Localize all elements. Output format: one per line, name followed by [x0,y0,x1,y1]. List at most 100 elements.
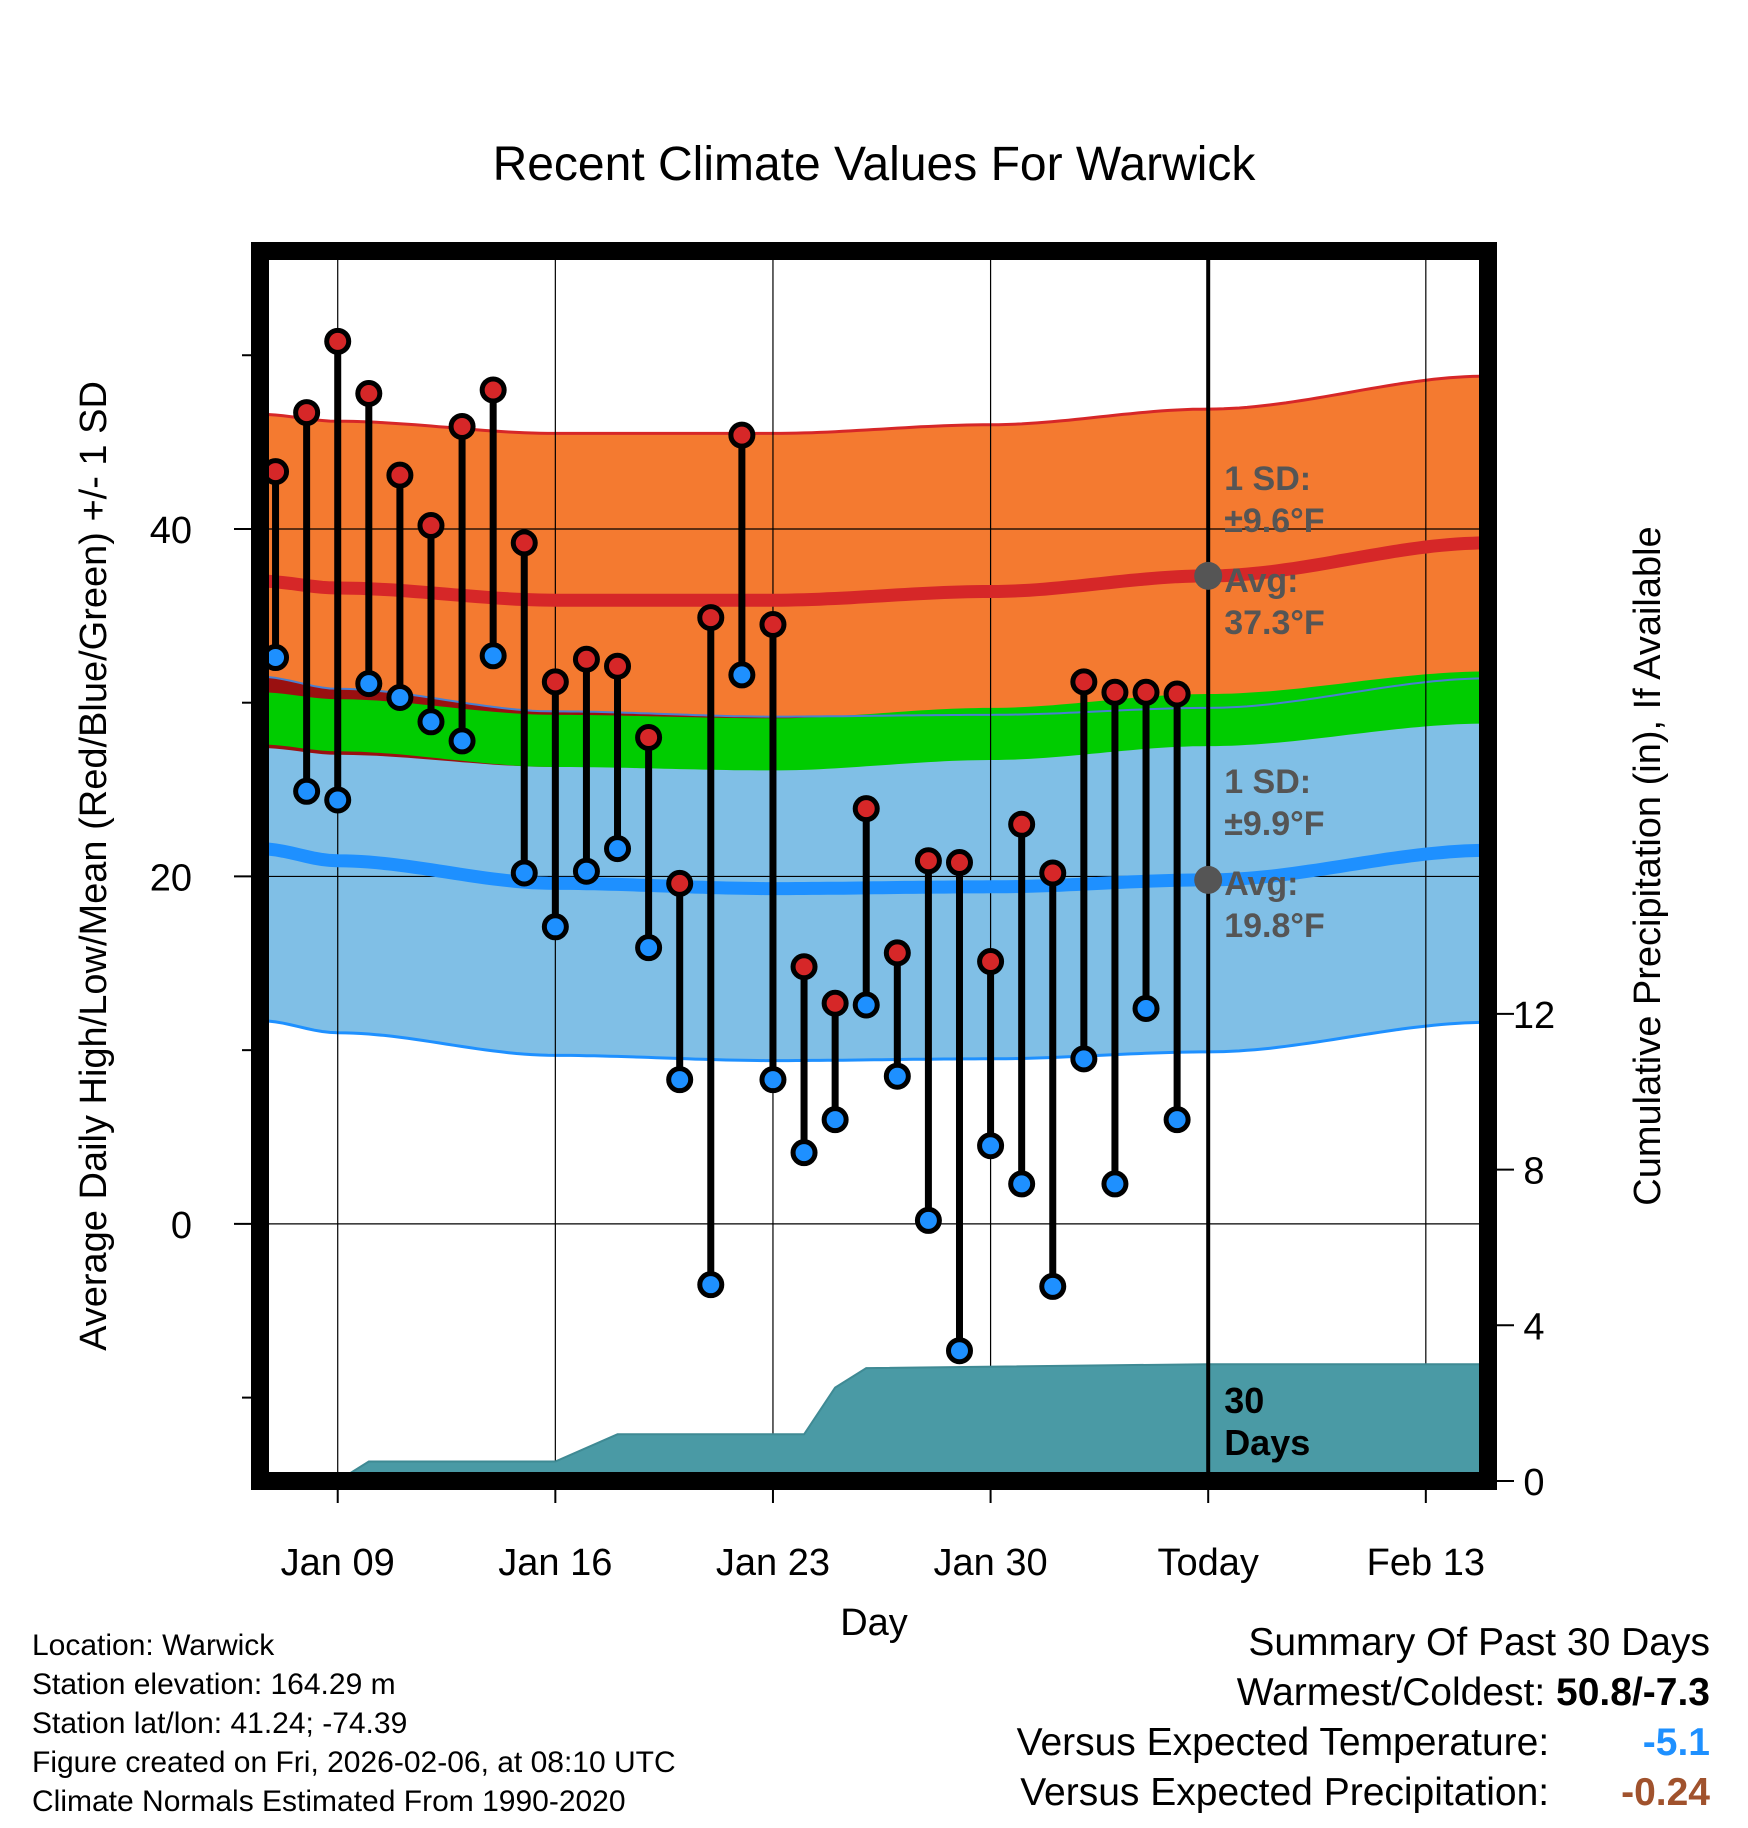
low-avg-annotation: Avg: 19.8°F [1224,865,1325,945]
high-avg-annotation: Avg: 37.3°F [1224,562,1325,642]
plot-frame [251,242,1497,1490]
daily-low-point [852,991,880,1019]
daily-low-point [914,1206,942,1234]
daily-high-point [541,668,569,696]
temp-vs-expected-value: -5.1 [1642,1721,1710,1764]
low-sd-lower-line [260,1019,1488,1063]
station-latlon: Station lat/lon: 41.24; -74.39 [32,1707,408,1740]
daily-low-point [479,642,507,670]
daily-low-point [759,1066,787,1094]
daily-high-point [666,869,694,897]
high-sd-annotation: 1 SD: ±9.6°F [1224,460,1324,540]
station-elevation: Station elevation: 164.29 m [32,1668,396,1701]
daily-low-point [1070,1045,1098,1073]
x-tick-label: Jan 23 [716,1542,830,1584]
daily-low-point [1132,994,1160,1022]
warm-cold-label: Warmest/Coldest: [1236,1671,1546,1714]
y-left-tick-label: 0 [171,1205,192,1247]
x-axis-label: Day [840,1602,908,1644]
figure-created: Figure created on Fri, 2026-02-06, at 08… [32,1746,676,1779]
y-right-tick-label: 8 [1523,1151,1544,1193]
y-right-tick-label: 12 [1513,995,1555,1037]
daily-high-point [945,849,973,877]
daily-high-point [977,948,1005,976]
y-axis-right-label: Cumulative Precipitation (in), If Availa… [1627,526,1669,1205]
low-sd-annotation: 1 SD: ±9.9°F [1224,763,1324,843]
daily-low-point [1101,1170,1129,1198]
high-sd-annotation-line: ±9.6°F [1224,502,1324,540]
today-high-avg-marker [1194,561,1223,590]
x-tick-label: Jan 09 [281,1542,395,1584]
low-sd-annotation-line: ±9.9°F [1224,805,1324,843]
daily-low-point [635,934,663,962]
daily-low-point [697,1271,725,1299]
y-left-tick-label: 20 [150,857,192,899]
daily-low-point [977,1132,1005,1160]
daily-low-point [604,835,632,863]
daily-low-point [541,913,569,941]
high-sd-annotation-line: 1 SD: [1224,460,1311,498]
daily-low-point [510,859,538,887]
summary-panel: Summary Of Past 30 Days Warmest/Coldest:… [1017,1618,1710,1818]
summary-warm-cold-row: Warmest/Coldest: 50.8/-7.3 [1017,1668,1710,1718]
x-tick-label: Feb 13 [1367,1542,1485,1584]
daily-high-point [1163,680,1191,708]
daily-high-point [324,327,352,355]
x-tick-label: Jan 30 [934,1542,1048,1584]
days-annotation-line: Days [1224,1422,1310,1463]
daily-low-point [883,1062,911,1090]
daily-high-point [355,379,383,407]
station-info: Location: Warwick Station elevation: 164… [32,1626,676,1821]
daily-high-point [821,989,849,1017]
daily-low-point [386,683,414,711]
daily-low-point [1008,1170,1036,1198]
daily-high-point [759,611,787,639]
precip-vs-expected-value: -0.24 [1621,1771,1710,1814]
daily-low-point [666,1066,694,1094]
summary-temp-row: Versus Expected Temperature: -5.1 [1017,1718,1710,1768]
daily-high-point [790,953,818,981]
station-location: Location: Warwick [32,1629,275,1662]
climate-normals-note: Climate Normals Estimated From 1990-2020 [32,1785,626,1818]
precip-area [260,1363,1488,1481]
y-left-tick-label: 40 [150,510,192,552]
daily-high-point [728,421,756,449]
daily-low-point [821,1106,849,1134]
daily-low-point [1163,1106,1191,1134]
daily-low-point [945,1337,973,1365]
precip-vs-expected-label: Versus Expected Precipitation: [1020,1771,1550,1814]
y-right-tick-label: 0 [1523,1462,1544,1504]
daily-high-point [1070,668,1098,696]
y-right-tick-label: 4 [1523,1306,1544,1348]
daily-high-point [1008,810,1036,838]
daily-low-point [448,727,476,755]
daily-low-point [790,1139,818,1167]
daily-high-point [479,376,507,404]
low-avg-annotation-line: Avg: [1224,865,1298,903]
days-annotation: 30 Days [1224,1380,1310,1463]
daily-high-point [386,461,414,489]
high-avg-annotation-line: Avg: [1224,562,1298,600]
daily-low-point [417,708,445,736]
low-sd-band [260,676,1488,1061]
daily-low-point [572,857,600,885]
summary-title: Summary Of Past 30 Days [1248,1621,1710,1664]
today-low-avg-marker [1194,865,1223,894]
temp-vs-expected-label: Versus Expected Temperature: [1016,1721,1550,1764]
low-sd-annotation-line: 1 SD: [1224,763,1311,801]
summary-precip-row: Versus Expected Precipitation: -0.24 [1017,1768,1710,1818]
daily-low-point [1039,1272,1067,1300]
daily-high-point [293,399,321,427]
daily-high-point [1039,859,1067,887]
y-axis-left-label: Average Daily High/Low/Mean (Red/Blue/Gr… [73,381,115,1351]
chart-title: Recent Climate Values For Warwick [493,138,1257,191]
daily-high-point [883,939,911,967]
daily-high-point [914,847,942,875]
x-tick-label: Jan 16 [498,1542,612,1584]
daily-high-point [448,412,476,440]
warm-cold-value: 50.8/-7.3 [1556,1671,1710,1714]
daily-high-point [1101,678,1129,706]
low-avg-annotation-line: 19.8°F [1224,907,1325,945]
daily-high-point [510,529,538,557]
